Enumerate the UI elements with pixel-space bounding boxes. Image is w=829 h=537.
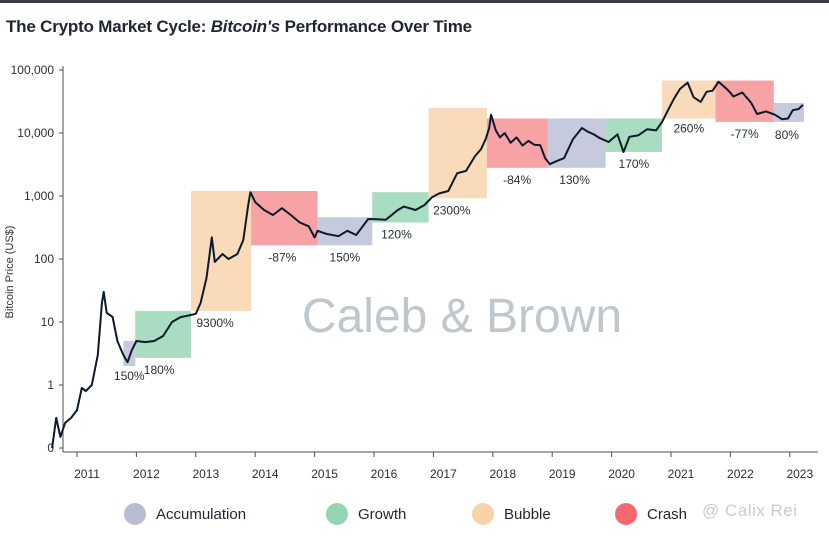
y-tick-label: 100,000: [11, 63, 55, 77]
price-series-line: [51, 80, 804, 449]
accumulation-swatch: [124, 503, 146, 525]
phase-label-11: -77%: [731, 127, 759, 141]
phase-label-0: 150%: [114, 369, 145, 383]
caleb-brown-watermark: Caleb & Brown: [302, 290, 622, 343]
x-tick-label: 2014: [252, 467, 279, 481]
y-tick-label: 1: [47, 378, 54, 392]
legend-label-accumulation: Accumulation: [156, 505, 247, 523]
x-tick-label: 2012: [133, 467, 160, 481]
growth-swatch: [326, 503, 348, 525]
title-emphasis: Bitcoin's: [210, 17, 281, 36]
y-tick-label: 10,000: [17, 126, 54, 140]
legend-label-bubble: Bubble: [504, 505, 551, 523]
phase-label-9: 170%: [619, 157, 650, 171]
y-tick-label: 10: [41, 315, 55, 329]
x-tick-label: 2016: [371, 467, 398, 481]
x-tick-label: 2019: [549, 467, 576, 481]
title-suffix: Performance Over Time: [280, 17, 473, 36]
phase-rect-accumulation-12: [773, 102, 805, 122]
legend: Accumulation Growth Bubble Crash: [0, 497, 829, 531]
phase-label-2: 9300%: [196, 316, 234, 330]
phase-rectangles: [123, 80, 805, 367]
legend-label-crash: Crash: [647, 505, 688, 523]
x-tick-label: 2018: [489, 467, 516, 481]
crash-swatch: [615, 503, 637, 525]
phase-labels: 150% 180%9300%-87% 150%120%2300%-84% 130%17…: [114, 121, 799, 383]
phase-label-4: 150%: [330, 250, 361, 264]
phase-label-1: 180%: [144, 363, 175, 377]
phase-rect-bubble-2: [191, 191, 252, 311]
bitcoin-price-chart: Caleb & Brown 0 1 10 100 1,000 10,000 100,000 2…: [4, 63, 818, 481]
x-tick-label: 2021: [668, 467, 695, 481]
x-tick-label: 2011: [74, 467, 100, 481]
phase-label-5: 120%: [381, 227, 412, 241]
phase-rect-crash-7: [486, 118, 548, 168]
x-tick-label: 2020: [608, 467, 635, 481]
legend-label-growth: Growth: [358, 505, 407, 523]
y-axis-label: Bitcoin Price (US$): [4, 226, 16, 319]
x-tick-label: 2023: [786, 467, 813, 481]
y-tick-label: 0: [47, 441, 54, 455]
calix-rei-watermark: @ Calix Rei: [702, 501, 798, 520]
phase-label-3: -87%: [268, 250, 296, 264]
y-tick-label: 1,000: [24, 189, 54, 203]
phase-label-6: 2300%: [433, 203, 471, 217]
axes: 0 1 10 100 1,000 10,000 100,000 2011 2012 2013 201…: [11, 63, 818, 481]
title-prefix: The Crypto Market Cycle:: [6, 17, 211, 36]
legend-item-crash: Crash: [615, 501, 687, 527]
phase-label-12: 80%: [775, 128, 799, 142]
top-border: [0, 0, 829, 3]
chart-title: The Crypto Market Cycle: Bitcoin's Perfo…: [6, 17, 472, 37]
x-tick-label: 2017: [430, 467, 457, 481]
legend-item-accumulation: Accumulation: [124, 501, 246, 527]
x-tick-label: 2013: [192, 467, 219, 481]
x-tick-label: 2015: [311, 467, 338, 481]
phase-rect-crash-3: [251, 191, 318, 246]
bubble-swatch: [472, 503, 494, 525]
legend-item-growth: Growth: [326, 501, 406, 527]
legend-item-bubble: Bubble: [472, 501, 551, 527]
phase-label-8: 130%: [559, 173, 590, 187]
phase-label-7: -84%: [503, 173, 531, 187]
phase-rect-accumulation-8: [547, 118, 606, 168]
phase-label-10: 260%: [673, 121, 704, 135]
y-tick-label: 100: [34, 252, 54, 266]
x-tick-label: 2022: [727, 467, 754, 481]
phase-rect-accumulation-0: [123, 340, 136, 367]
price-line: [51, 80, 804, 449]
